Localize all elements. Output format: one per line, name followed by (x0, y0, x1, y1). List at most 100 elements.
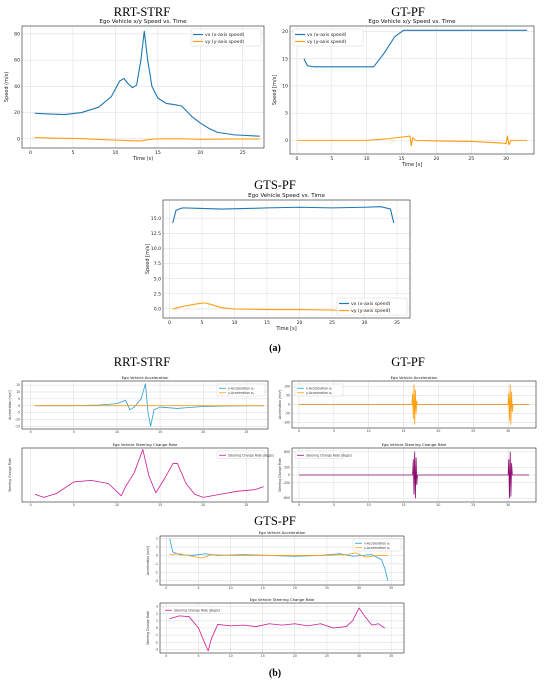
x-tick-label: 15 (158, 503, 162, 507)
x-tick-label: 20 (297, 320, 303, 326)
y-tick-label: -3 (155, 579, 158, 583)
series-line-1 (34, 449, 264, 498)
x-tick-label: 5 (198, 654, 200, 658)
legend-label: vx (x-axis speed) (307, 32, 347, 38)
x-tick-label: 15 (261, 654, 265, 658)
series-line-1 (298, 451, 530, 499)
chart-speed_gts: Ego Vehicle Speed vs. Time 0 5 10 15 20 25 30 35… (145, 193, 411, 332)
y-tick-label: 12.5 (151, 231, 161, 237)
x-tick-label: 25 (240, 150, 246, 156)
panel-label-a: (a) (269, 343, 281, 354)
x-tick-label: 25 (329, 320, 335, 326)
y-tick-label: -600 (283, 496, 290, 500)
chart-title: Ego Vehicle x/y Speed vs. Time (99, 19, 187, 25)
x-tick-label: 30 (357, 654, 361, 658)
chart-speed_rrt: Ego Vehicle x/y Speed vs. Time 0 5 10 15 20 25… (4, 19, 265, 162)
series-line-1 (34, 30, 260, 137)
x-tick-label: 15 (155, 150, 161, 156)
heading-b-rrt-strf: RRT-STRF (113, 355, 171, 369)
legend-label: x-Acceleration aₓ (228, 386, 255, 390)
x-tick-label: 25 (244, 430, 248, 434)
x-tick-label: 10 (112, 150, 118, 156)
y-tick-label: 5 (285, 111, 288, 117)
legend-label: y-Acceleration aᵧ (364, 546, 391, 550)
x-tick-label: 15 (261, 586, 265, 590)
y-tick-label: 0 (18, 404, 20, 408)
x-tick-label: 0 (296, 156, 299, 162)
plot-frame (289, 25, 535, 155)
x-tick-label: 20 (436, 503, 440, 507)
x-tick-label: 25 (325, 654, 329, 658)
y-tick-label: 3 (156, 605, 158, 609)
chart-speed_gt: Ego Vehicle x/y Speed vs. Time 0 5 10 15 20 25… (272, 19, 535, 168)
chart-title: Ego Vehicle x/y Speed vs. Time (368, 19, 456, 25)
chart-title: Ego Vehicle Steering Change Rate (113, 442, 178, 447)
x-tick-label: 15 (264, 320, 270, 326)
x-tick-label: 35 (389, 586, 393, 590)
plot-frame (291, 380, 537, 429)
legend-label: y-Acceleration aᵧ (228, 391, 255, 395)
x-tick-label: 10 (229, 586, 233, 590)
y-tick-label: -100 (283, 421, 290, 425)
y-axis-label: Steering Change Rate (278, 458, 282, 492)
x-tick-label: 25 (325, 586, 329, 590)
y-tick-label: -200 (283, 481, 290, 485)
y-tick-label: 80 (14, 31, 20, 37)
x-tick-label: 30 (506, 503, 510, 507)
x-tick-label: 10 (367, 429, 371, 433)
series-line-1 (172, 206, 395, 224)
chart-title: Ego Vehicle Speed vs. Time (248, 193, 325, 199)
chart-title: Ego Vehicle Steering Change Rate (250, 597, 315, 602)
x-tick-label: 20 (436, 429, 440, 433)
y-tick-label: 0 (17, 136, 20, 142)
x-tick-label: 15 (399, 156, 405, 162)
y-tick-label: -1 (155, 562, 158, 566)
chart-title: Ego Vehicle Steering Change Rate (382, 442, 447, 447)
legend-box (162, 605, 212, 614)
x-tick-label: 20 (293, 586, 297, 590)
x-tick-label: 30 (503, 156, 509, 162)
y-axis-label: Acceleration (m/s²) (278, 390, 282, 420)
x-tick-label: 25 (471, 429, 475, 433)
x-tick-label: 5 (330, 156, 333, 162)
legend-box (216, 450, 266, 459)
y-tick-label: 1 (156, 619, 158, 623)
legend-label: vx (x-axis speed) (351, 301, 391, 307)
y-tick-label: 10 (16, 390, 20, 394)
series-line-1 (34, 383, 264, 427)
heading-a-gt-pf: GT-PF (391, 5, 425, 19)
legend-box (216, 383, 266, 397)
x-tick-label: 5 (333, 503, 335, 507)
x-axis-label: Time (s) (132, 156, 153, 162)
legend-box (190, 28, 262, 47)
x-tick-label: 10 (115, 503, 119, 507)
x-tick-label: 10 (232, 320, 238, 326)
heading-a-rrt-strf: RRT-STRF (113, 5, 171, 19)
x-tick-label: 0 (30, 430, 32, 434)
x-tick-label: 25 (244, 503, 248, 507)
y-tick-label: 15 (282, 56, 288, 62)
y-tick-label: 1 (156, 545, 158, 549)
x-axis-label: Time [s] (275, 326, 296, 332)
y-tick-label: 50 (286, 394, 290, 398)
plot-frame (162, 199, 411, 319)
y-tick-label: 20 (282, 29, 288, 35)
y-tick-label: 0 (156, 626, 158, 630)
y-tick-label: -1 (155, 633, 158, 637)
x-tick-label: 30 (357, 586, 361, 590)
x-tick-label: 20 (201, 430, 205, 434)
x-tick-label: 0 (29, 150, 32, 156)
y-tick-label: -2 (155, 570, 158, 574)
x-axis-label: Time [s] (401, 162, 422, 168)
x-tick-label: 10 (364, 156, 370, 162)
y-tick-label: -2 (155, 640, 158, 644)
series-line-1 (303, 29, 528, 68)
x-tick-label: 0 (298, 429, 300, 433)
x-tick-label: 30 (506, 429, 510, 433)
x-tick-label: 10 (115, 430, 119, 434)
